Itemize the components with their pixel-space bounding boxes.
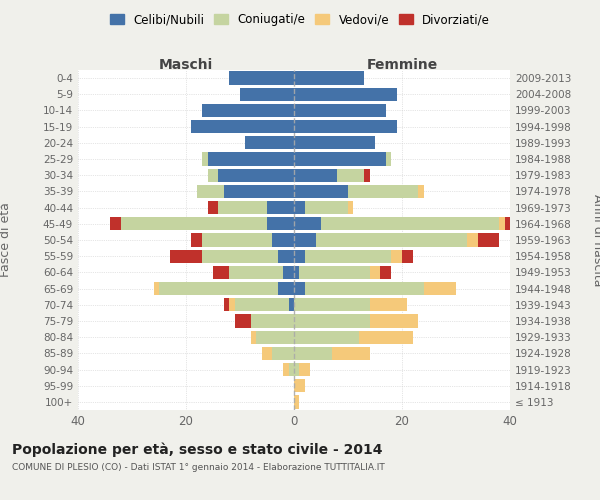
Bar <box>191 234 202 246</box>
Bar <box>202 104 294 117</box>
Bar <box>294 234 316 246</box>
Bar <box>229 298 235 312</box>
Bar <box>110 217 121 230</box>
Bar <box>370 298 407 312</box>
Bar <box>224 185 294 198</box>
Text: Fasce di età: Fasce di età <box>0 202 13 278</box>
Bar <box>235 314 251 328</box>
Bar <box>294 120 397 134</box>
Bar <box>294 363 299 376</box>
Text: Anni di nascita: Anni di nascita <box>590 194 600 286</box>
Bar <box>294 201 305 214</box>
Bar <box>283 363 289 376</box>
Bar <box>294 250 305 263</box>
Bar <box>235 298 289 312</box>
Bar <box>267 201 294 214</box>
Bar <box>272 234 294 246</box>
Bar <box>305 250 391 263</box>
Bar <box>418 185 424 198</box>
Bar <box>159 282 278 295</box>
Bar <box>278 282 294 295</box>
Bar <box>170 250 202 263</box>
Bar <box>154 282 159 295</box>
Bar <box>229 266 283 279</box>
Bar <box>294 379 305 392</box>
Bar <box>283 266 294 279</box>
Bar <box>208 168 218 182</box>
Bar <box>370 266 380 279</box>
Bar <box>364 168 370 182</box>
Bar <box>294 185 348 198</box>
Bar <box>251 330 256 344</box>
Bar <box>197 185 224 198</box>
Bar <box>359 330 413 344</box>
Bar <box>278 250 294 263</box>
Bar <box>121 217 267 230</box>
Bar <box>348 185 418 198</box>
Bar <box>256 330 294 344</box>
Bar <box>332 346 370 360</box>
Bar <box>391 250 402 263</box>
Bar <box>299 266 370 279</box>
Bar <box>294 330 359 344</box>
Bar <box>499 217 505 230</box>
Bar <box>294 314 370 328</box>
Bar <box>299 363 310 376</box>
Bar <box>294 266 299 279</box>
Bar <box>505 217 532 230</box>
Bar <box>380 266 391 279</box>
Bar <box>202 234 272 246</box>
Bar <box>316 234 467 246</box>
Bar <box>294 396 299 408</box>
Bar <box>348 201 353 214</box>
Bar <box>262 346 272 360</box>
Text: COMUNE DI PLESIO (CO) - Dati ISTAT 1° gennaio 2014 - Elaborazione TUTTITALIA.IT: COMUNE DI PLESIO (CO) - Dati ISTAT 1° ge… <box>12 462 385 471</box>
Bar <box>294 217 321 230</box>
Bar <box>370 314 418 328</box>
Bar <box>208 152 294 166</box>
Bar <box>294 298 370 312</box>
Text: Popolazione per età, sesso e stato civile - 2014: Popolazione per età, sesso e stato civil… <box>12 442 383 457</box>
Bar <box>321 217 499 230</box>
Bar <box>402 250 413 263</box>
Bar <box>229 72 294 85</box>
Bar <box>478 234 499 246</box>
Bar <box>337 168 364 182</box>
Bar <box>294 152 386 166</box>
Bar <box>305 282 424 295</box>
Bar <box>267 217 294 230</box>
Bar <box>294 346 332 360</box>
Bar <box>218 201 267 214</box>
Bar <box>289 363 294 376</box>
Bar <box>245 136 294 149</box>
Bar <box>294 88 397 101</box>
Bar <box>213 266 229 279</box>
Bar <box>424 282 456 295</box>
Text: Femmine: Femmine <box>367 58 437 71</box>
Bar <box>294 136 375 149</box>
Bar <box>294 282 305 295</box>
Bar <box>202 250 278 263</box>
Bar <box>467 234 478 246</box>
Bar <box>386 152 391 166</box>
Bar <box>240 88 294 101</box>
Bar <box>294 168 337 182</box>
Bar <box>289 298 294 312</box>
Text: Maschi: Maschi <box>159 58 213 71</box>
Bar <box>272 346 294 360</box>
Bar <box>218 168 294 182</box>
Bar <box>305 201 348 214</box>
Bar <box>251 314 294 328</box>
Bar <box>208 201 218 214</box>
Bar <box>294 104 386 117</box>
Bar <box>191 120 294 134</box>
Bar <box>202 152 208 166</box>
Legend: Celibi/Nubili, Coniugati/e, Vedovi/e, Divorziati/e: Celibi/Nubili, Coniugati/e, Vedovi/e, Di… <box>105 8 495 31</box>
Bar <box>294 72 364 85</box>
Bar <box>224 298 229 312</box>
